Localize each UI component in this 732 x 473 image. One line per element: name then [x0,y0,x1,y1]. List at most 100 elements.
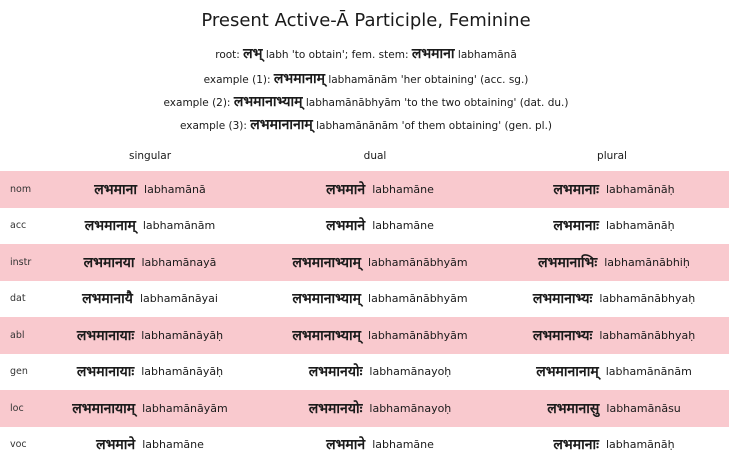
singular-cell: लभमानया labhamānayā [40,244,260,281]
table-row: loc लभमानायाम् labhamānāyām लभमानयोः labhamā… [0,390,729,427]
column-header-singular: singular [128,150,172,162]
singular-transliteration: labhamānā [144,182,206,196]
table-row: instr लभमानया labhamānayā लभमानाभ्याम् labha… [0,244,729,281]
example-gloss: labhamānābhyām 'to the two obtaining' (d… [305,97,569,109]
singular-devanagari: लभमानायै [82,291,133,308]
plural-transliteration: labhamānāḥ [605,182,675,196]
plural-devanagari: लभमानानाम् [536,364,599,381]
declension-table: nom लभमाना labhamānā लभमाने labhamāne लभमानाः… [0,171,729,463]
dual-transliteration: labhamānābhyām [368,255,468,269]
root-line: root: लभ् labh 'to obtain'; fem. stem: ल… [0,44,732,63]
singular-devanagari: लभमानाम् [84,218,136,235]
plural-devanagari: लभमानाभ्यः [532,291,593,308]
dual-cell: लभमाने labhamāne [262,171,498,208]
singular-devanagari: लभमानायाः [76,327,135,344]
example-prefix: example (2): [163,97,231,109]
example-line-3: example (3): लभमानानाम् labhamānānām 'of… [0,115,732,134]
singular-transliteration: labhamānāyām [142,401,228,415]
dual-cell: लभमानयोः labhamānayoḥ [262,354,498,391]
example-devanagari: लभमानाभ्याम् [233,94,303,110]
singular-cell: लभमानाम् labhamānām [40,208,260,245]
plural-transliteration: labhamānābhyaḥ [599,328,696,342]
case-label: loc [10,402,24,414]
dual-devanagari: लभमानाभ्याम् [292,254,362,271]
plural-transliteration: labhamānāsu [606,401,681,415]
root-prefix: root: [215,49,240,61]
plural-cell: लभमानासु labhamānāsu [500,390,728,427]
plural-transliteration: labhamānāḥ [605,438,675,452]
example-devanagari: लभमानानाम् [250,117,313,133]
column-header-dual: dual [363,150,387,162]
dual-devanagari: लभमाने [326,437,366,454]
dual-transliteration: labhamāne [372,219,434,233]
plural-cell: लभमानाः labhamānāḥ [500,427,728,464]
dual-cell: लभमानाभ्याम् labhamānābhyām [262,281,498,318]
case-label: dat [10,293,26,305]
singular-transliteration: labhamāne [142,438,204,452]
singular-cell: लभमाने labhamāne [40,427,260,464]
singular-cell: लभमानायाम् labhamānāyām [40,390,260,427]
example-gloss: labhamānānām 'of them obtaining' (gen. p… [316,120,553,132]
dual-cell: लभमाने labhamāne [262,427,498,464]
singular-devanagari: लभमाना [94,181,138,198]
dual-devanagari: लभमाने [326,181,366,198]
singular-transliteration: labhamānāyāḥ [141,328,224,342]
singular-devanagari: लभमानायाः [76,364,135,381]
singular-devanagari: लभमाने [96,437,136,454]
table-row: voc लभमाने labhamāne लभमाने labhamāne लभमानाः… [0,427,729,464]
dual-devanagari: लभमानयोः [308,400,363,417]
dual-devanagari: लभमाने [326,218,366,235]
singular-cell: लभमाना labhamānā [40,171,260,208]
example-prefix: example (1): [203,74,271,86]
case-label: nom [10,183,32,195]
example-prefix: example (3): [179,120,247,132]
plural-devanagari: लभमानासु [547,400,600,417]
dual-cell: लभमानयोः labhamānayoḥ [262,390,498,427]
example-gloss: labhamānām 'her obtaining' (acc. sg.) [328,74,529,86]
example-line-1: example (1): लभमानाम् labhamānām 'her ob… [0,69,732,88]
case-label: abl [10,329,25,341]
plural-cell: लभमानाः labhamānāḥ [500,208,728,245]
plural-devanagari: लभमानाभ्यः [532,327,593,344]
plural-transliteration: labhamānānām [605,365,692,379]
dual-transliteration: labhamānābhyām [368,292,468,306]
singular-transliteration: labhamānāyai [139,292,218,306]
root-gloss: labh 'to obtain'; fem. stem: [265,49,409,61]
stem-transliteration: labhamānā [457,49,517,61]
singular-transliteration: labhamānayā [141,255,217,269]
singular-transliteration: labhamānām [142,219,216,233]
dual-transliteration: labhamāne [372,438,434,452]
case-label: gen [10,366,28,378]
plural-cell: लभमानाभ्यः labhamānābhyaḥ [500,317,728,354]
table-row: abl लभमानायाः labhamānāyāḥ लभमानाभ्याम् labh… [0,317,729,354]
plural-transliteration: labhamānābhiḥ [604,255,690,269]
singular-cell: लभमानायाः labhamānāyāḥ [40,354,260,391]
plural-cell: लभमानाभिः labhamānābhiḥ [500,244,728,281]
example-devanagari: लभमानाम् [273,71,325,87]
plural-transliteration: labhamānābhyaḥ [599,292,696,306]
table-row: nom लभमाना labhamānā लभमाने labhamāne लभमानाः… [0,171,729,208]
dual-transliteration: labhamāne [372,182,434,196]
dual-devanagari: लभमानाभ्याम् [292,291,362,308]
singular-devanagari: लभमानया [83,254,135,271]
case-label: voc [10,439,27,451]
dual-transliteration: labhamānābhyām [368,328,468,342]
dual-devanagari: लभमानयोः [308,364,363,381]
plural-devanagari: लभमानाभिः [538,254,598,271]
dual-cell: लभमानाभ्याम् labhamānābhyām [262,244,498,281]
stem-devanagari: लभमाना [411,46,455,62]
plural-cell: लभमानानाम् labhamānānām [500,354,728,391]
table-row: dat लभमानायै labhamānāyai लभमानाभ्याम् labha… [0,281,729,318]
dual-cell: लभमानाभ्याम् labhamānābhyām [262,317,498,354]
table-row: acc लभमानाम् labhamānām लभमाने labhamāne लभमा… [0,208,729,245]
plural-cell: लभमानाः labhamānāḥ [500,171,728,208]
plural-devanagari: लभमानाः [553,218,599,235]
dual-cell: लभमाने labhamāne [262,208,498,245]
table-row: gen लभमानायाः labhamānāyāḥ लभमानयोः labhamān… [0,354,729,391]
case-label: instr [10,256,32,268]
singular-cell: लभमानायै labhamānāyai [40,281,260,318]
dual-transliteration: labhamānayoḥ [369,365,452,379]
dual-transliteration: labhamānayoḥ [369,401,452,415]
plural-cell: लभमानाभ्यः labhamānābhyaḥ [500,281,728,318]
